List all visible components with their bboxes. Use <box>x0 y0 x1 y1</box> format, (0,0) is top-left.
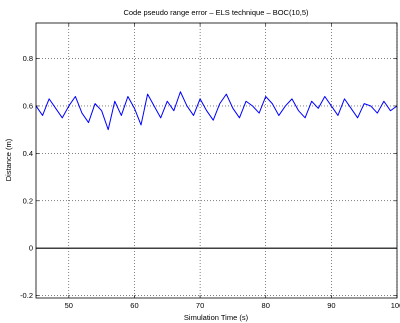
series-line-error <box>35 91 398 131</box>
x-tick-label: 90 <box>327 301 335 310</box>
plot-background <box>36 23 397 298</box>
x-tick-label: 80 <box>262 301 270 310</box>
y-tick-label: 0.8 <box>23 54 33 63</box>
series-group <box>35 91 398 249</box>
chart-title: Code pseudo range error – ELS technique … <box>123 8 309 17</box>
ticks: 50 60 70 80 90 100 -0.2 0 0.2 0.4 0.6 0.8 <box>20 23 400 310</box>
plot-frame <box>35 22 398 299</box>
y-axis-label: Distance (m) <box>4 138 13 181</box>
y-tick-label: -0.2 <box>20 291 33 300</box>
x-tick-label: 70 <box>196 301 204 310</box>
y-tick-label: 0.6 <box>23 101 33 110</box>
x-tick-label: 100 <box>391 301 400 310</box>
x-tick-label: 50 <box>65 301 73 310</box>
x-tick-label: 60 <box>130 301 138 310</box>
y-tick-label: 0.4 <box>23 149 33 158</box>
x-axis-label: Simulation Time (s) <box>184 313 249 322</box>
y-tick-label: 0 <box>29 244 33 253</box>
y-tick-label: 0.2 <box>23 196 33 205</box>
